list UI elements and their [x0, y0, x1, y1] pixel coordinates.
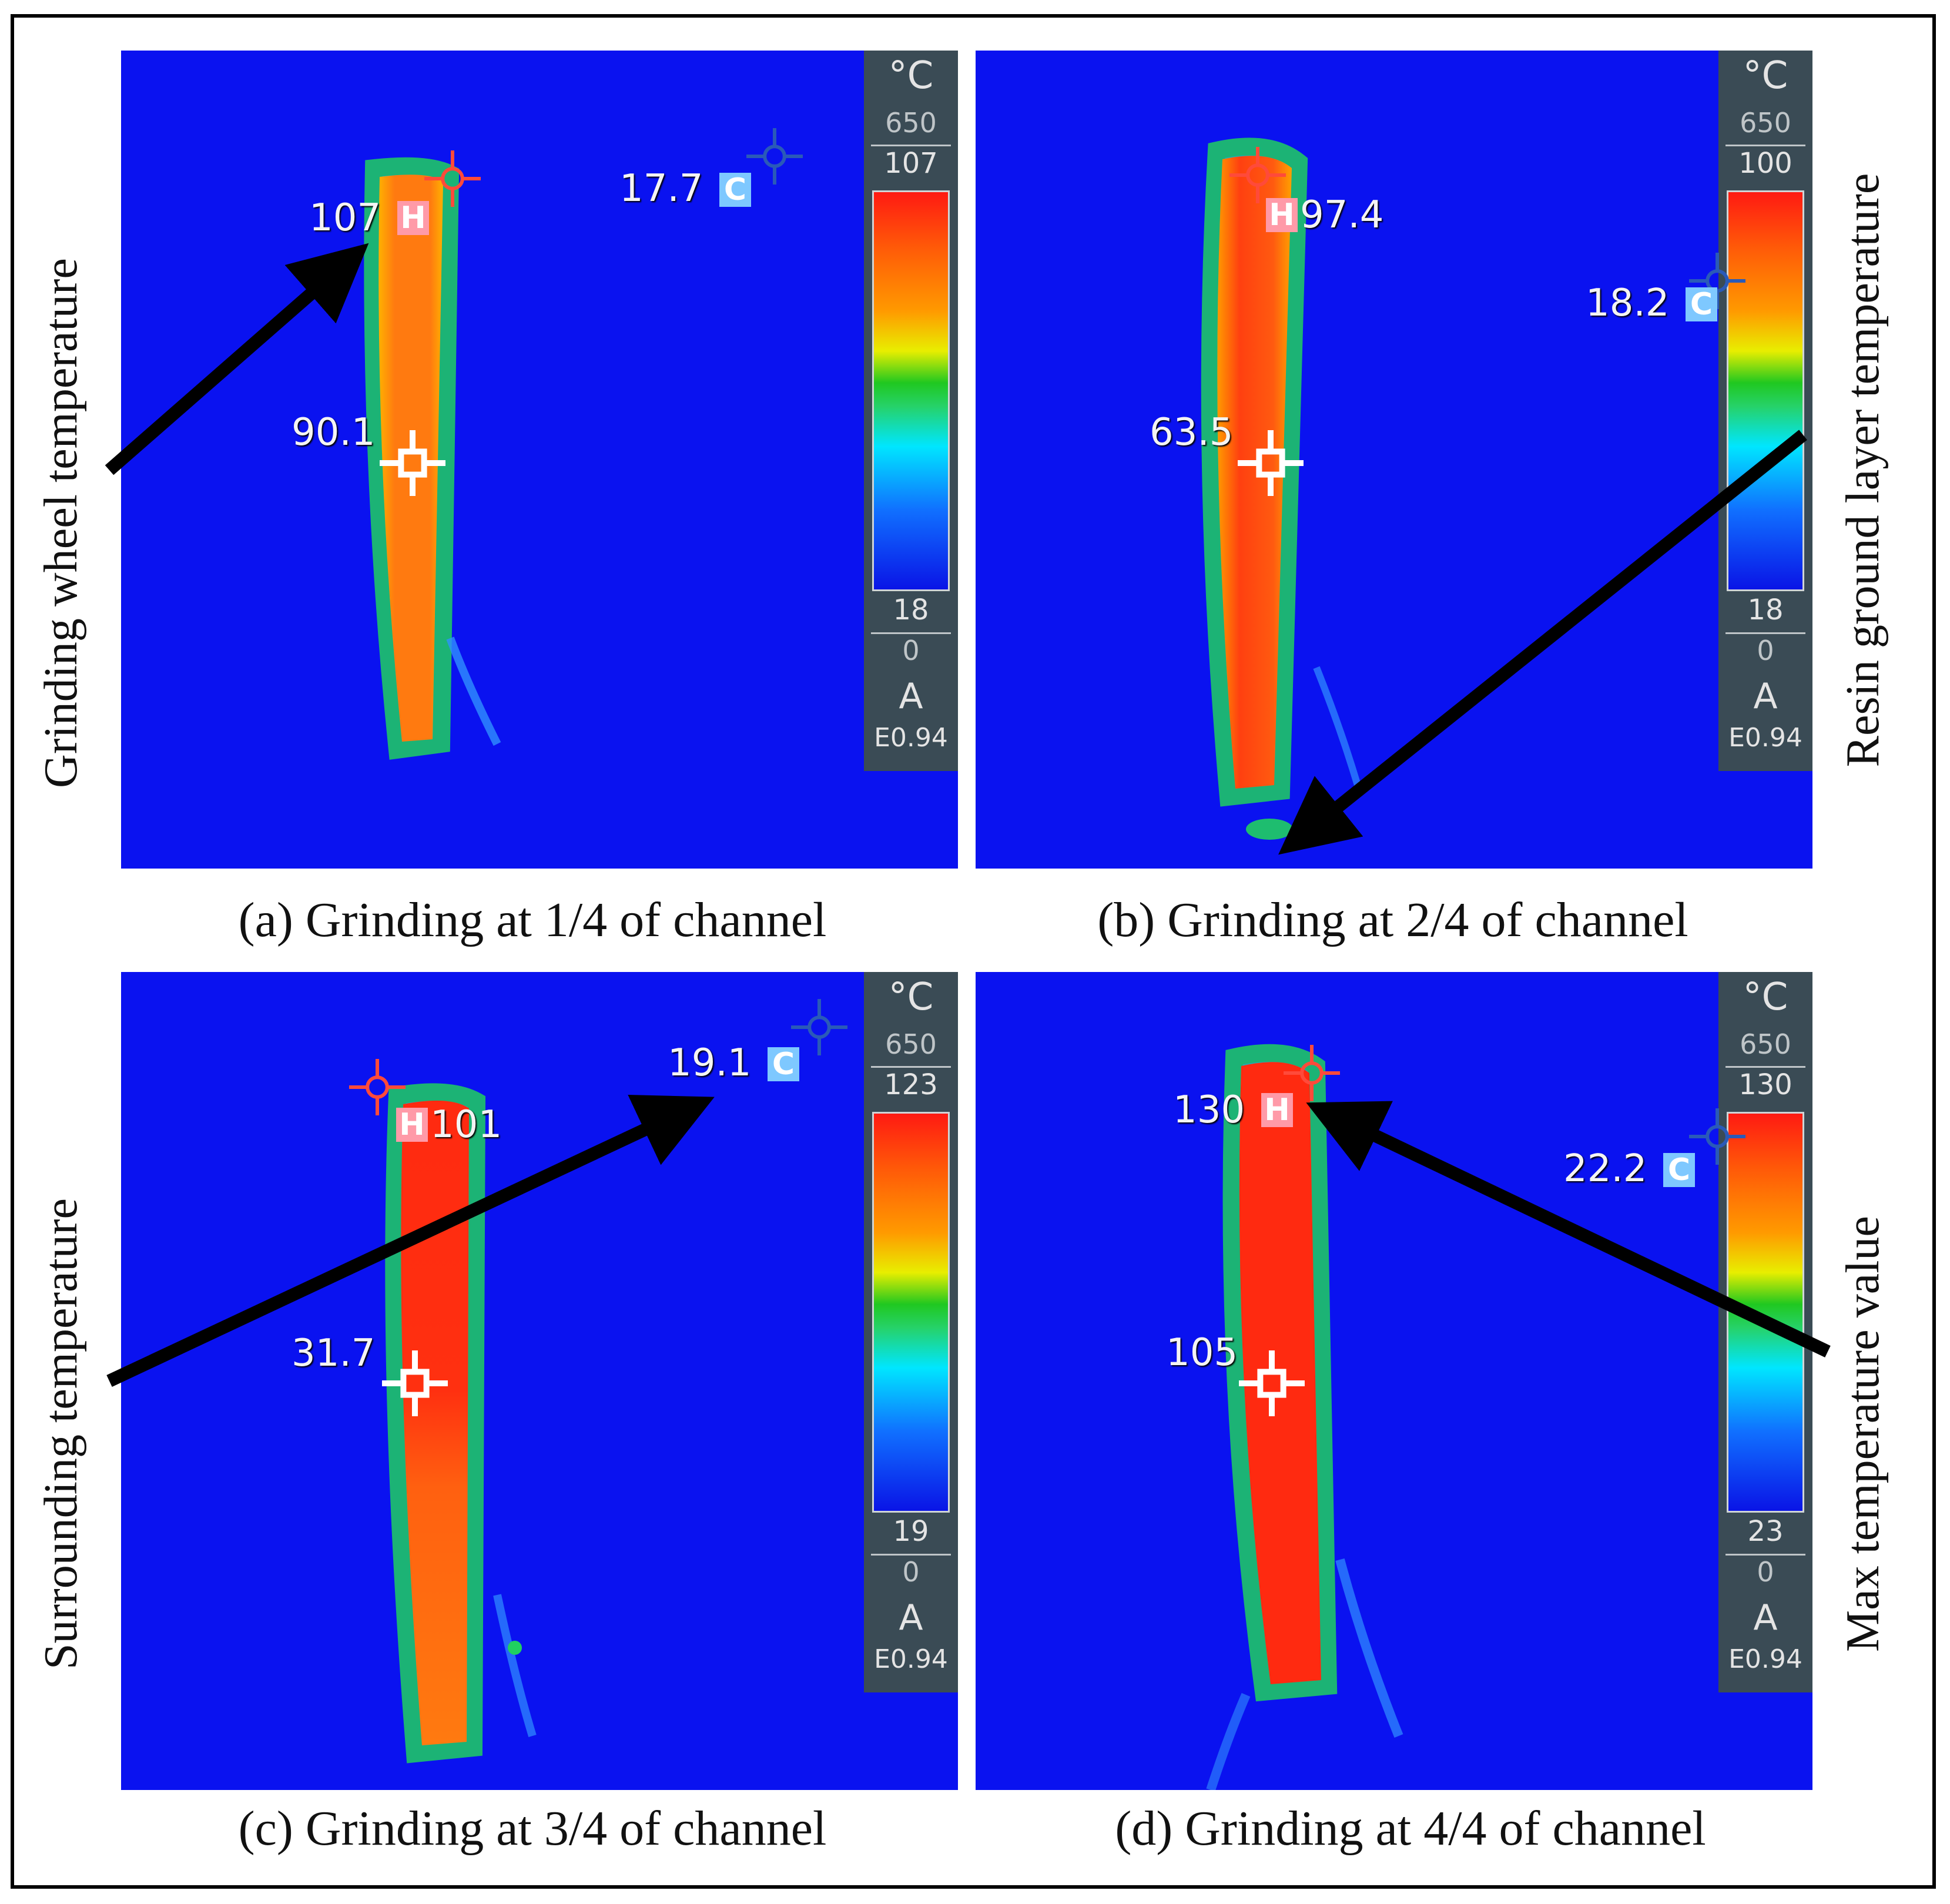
color-gradient-bar: [872, 1112, 950, 1513]
markers-c: [349, 999, 847, 1416]
center-spot-value: 31.7: [292, 1332, 376, 1375]
scale-divider: [1725, 1554, 1805, 1556]
hot-spot-value: 101: [430, 1103, 502, 1147]
scale-range-max: 650: [885, 1028, 937, 1060]
thermal-panel-c: °C 650 123 19 0 A E0.94 H 101 31.7 19.1 C: [121, 972, 958, 1790]
hot-spot-value: 130: [1173, 1088, 1245, 1132]
scale-unit: °C: [888, 976, 934, 1019]
scale-range-min: 0: [1757, 1556, 1774, 1588]
figure-frame: [11, 14, 1936, 1889]
scale-divider: [1725, 145, 1805, 146]
annotation-grinding-wheel-temperature: Grinding wheel temperature: [35, 258, 87, 788]
scale-range-max: 650: [1740, 107, 1791, 139]
scale-low-value: 18: [893, 594, 929, 626]
scale-divider: [871, 632, 951, 634]
scale-emissivity: E0.94: [874, 723, 948, 753]
hot-spot-badge: H: [396, 1108, 428, 1142]
markers-a: [380, 128, 803, 496]
cold-spot-value: 18.2: [1586, 281, 1670, 325]
markers-d: [1239, 1045, 1745, 1416]
scale-emissivity: E0.94: [874, 1644, 948, 1674]
annotation-surrounding-temperature: Surrounding temperature: [35, 1198, 87, 1670]
scale-low-value: 23: [1747, 1515, 1784, 1548]
scale-mode: A: [899, 1597, 923, 1638]
scale-mode: A: [899, 676, 923, 717]
hot-spot-marker-icon: [1229, 147, 1286, 203]
hot-spot-marker-icon: [1284, 1045, 1340, 1101]
hot-spot-value: 97.4: [1300, 193, 1384, 237]
scale-range-min: 0: [902, 635, 920, 666]
thermal-panel-a: °C 650 107 18 0 A E0.94 107 H 90.1 17.7 C: [121, 51, 958, 869]
scale-high-value: 123: [884, 1068, 938, 1101]
cold-spot-marker-icon: [791, 999, 847, 1055]
wheel-body: [1217, 156, 1292, 789]
caption-c: (c) Grinding at 3/4 of channel: [238, 1801, 827, 1856]
scale-divider: [871, 145, 951, 146]
scale-high-value: 130: [1738, 1068, 1792, 1101]
scale-low-value: 19: [893, 1515, 929, 1548]
center-spot-value: 90.1: [292, 411, 376, 454]
center-spot-marker-icon: [382, 1350, 448, 1416]
color-gradient-bar: [872, 190, 950, 591]
thermal-panel-b: °C 650 100 18 0 A E0.94 H 97.4 63.5 18.2 C: [976, 51, 1812, 869]
scale-mode: A: [1753, 1597, 1778, 1638]
cold-spot-value: 22.2: [1563, 1147, 1647, 1191]
cold-spot-badge: C: [768, 1047, 799, 1081]
scale-divider: [871, 1066, 951, 1068]
cold-spot-badge: C: [1663, 1153, 1695, 1187]
center-spot-value: 63.5: [1150, 411, 1234, 454]
cold-spot-value: 17.7: [619, 167, 703, 210]
color-scale-a: °C 650 107 18 0 A E0.94: [864, 51, 958, 771]
scale-unit: °C: [888, 54, 934, 98]
thermal-image-b: [1201, 138, 1361, 840]
scale-range-max: 650: [1740, 1028, 1791, 1060]
annotation-resin-ground-layer-temperature: Resin ground layer temperature: [1837, 173, 1889, 767]
scale-divider: [871, 1554, 951, 1556]
scale-high-value: 107: [884, 147, 938, 180]
scale-range-min: 0: [902, 1556, 920, 1588]
cold-spot-value: 19.1: [668, 1041, 752, 1085]
thermal-panel-d: °C 650 130 23 0 A E0.94 130 H 105 22.2 C: [976, 972, 1812, 1790]
color-scale-c: °C 650 123 19 0 A E0.94: [864, 972, 958, 1692]
hot-spot-badge: H: [1266, 198, 1298, 232]
scale-high-value: 100: [1738, 147, 1792, 180]
scale-range-max: 650: [885, 107, 937, 139]
annotation-max-temperature-value: Max temperature value: [1837, 1216, 1889, 1652]
center-spot-value: 105: [1166, 1331, 1238, 1375]
markers-b: [1229, 147, 1745, 496]
hot-spot-marker-icon: [424, 150, 481, 207]
scale-divider: [1725, 1066, 1805, 1068]
cold-spot-marker-icon: [1689, 1108, 1745, 1165]
scale-unit: °C: [1743, 54, 1788, 98]
caption-a: (a) Grinding at 1/4 of channel: [238, 893, 827, 947]
hot-spot-value: 107: [309, 196, 381, 240]
scale-unit: °C: [1743, 976, 1788, 1019]
hot-spot-badge: H: [1261, 1093, 1293, 1127]
scale-emissivity: E0.94: [1728, 1644, 1802, 1674]
cold-spot-badge: C: [719, 173, 751, 207]
center-spot-marker-icon: [1239, 1350, 1305, 1416]
cold-spot-marker-icon: [746, 128, 803, 185]
center-spot-marker-icon: [1238, 430, 1304, 496]
cold-spot-badge: C: [1686, 287, 1717, 321]
caption-d: (d) Grinding at 4/4 of channel: [1115, 1801, 1706, 1856]
cold-spot-marker-icon: [1689, 253, 1745, 309]
hot-spot-badge: H: [397, 201, 429, 235]
thermal-image-a: [364, 157, 501, 760]
center-spot-marker-icon: [380, 430, 445, 496]
wheel-body: [378, 175, 443, 742]
hot-spot-marker-icon: [349, 1059, 406, 1115]
caption-b: (b) Grinding at 2/4 of channel: [1097, 893, 1688, 947]
